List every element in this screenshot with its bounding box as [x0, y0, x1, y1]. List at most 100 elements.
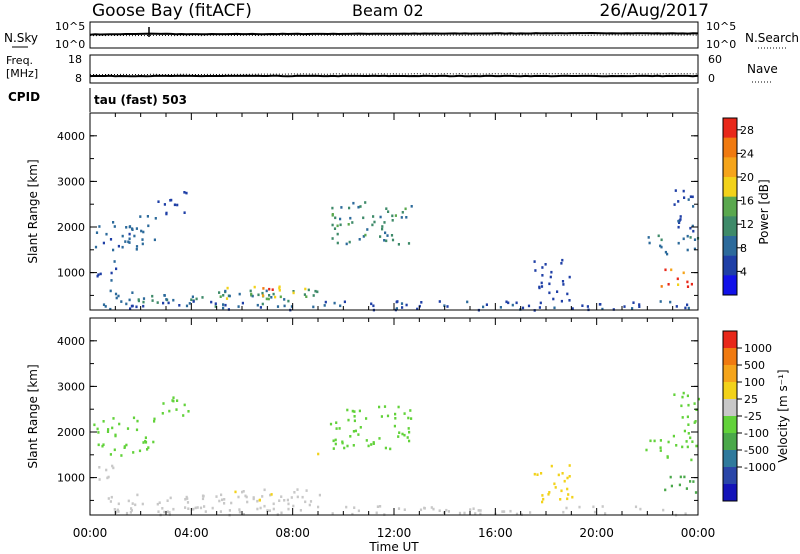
- scatter-cell: [218, 499, 221, 503]
- scatter-cell: [156, 301, 159, 304]
- scatter-cell: [346, 408, 349, 412]
- nave-right-tick-bottom: 0: [708, 72, 715, 85]
- scatter-cell: [659, 449, 662, 452]
- scatter-cell: [384, 231, 387, 235]
- scatter-cell: [211, 506, 214, 510]
- scatter-cell: [691, 224, 694, 228]
- scatter-cell: [292, 290, 295, 293]
- scatter-cell: [169, 199, 172, 202]
- scatter-cell: [157, 510, 160, 513]
- scatter-cell: [276, 305, 280, 308]
- scatter-cell: [466, 300, 469, 304]
- scatter-cell: [185, 304, 189, 308]
- scatter-cell: [237, 305, 240, 308]
- scatter-cell: [397, 507, 401, 510]
- scatter-cell: [539, 301, 542, 305]
- scatter-cell: [391, 219, 394, 222]
- scatter-cell: [447, 510, 450, 513]
- scatter-cell: [540, 285, 544, 288]
- scatter-cell: [387, 210, 390, 213]
- scatter-cell: [410, 205, 413, 208]
- scatter-cell: [373, 220, 376, 224]
- scatter-cell: [446, 305, 449, 308]
- scatter-cell: [132, 416, 136, 420]
- scatter-cell: [234, 490, 237, 494]
- scatter-cell: [438, 509, 441, 512]
- scatter-cell: [331, 206, 334, 210]
- scatter-cell: [257, 293, 260, 297]
- scatter-cell: [472, 507, 475, 510]
- scatter-cell: [541, 266, 544, 269]
- scatter-cell: [397, 243, 400, 246]
- scatter-cell: [262, 287, 265, 290]
- scatter-cell: [689, 195, 692, 198]
- scatter-cell: [115, 267, 118, 271]
- scatter-cell: [365, 417, 368, 420]
- scatter-cell: [163, 294, 166, 297]
- colorbar-tick-label: 12: [740, 218, 754, 231]
- scatter-cell: [659, 300, 662, 303]
- scatter-cell: [237, 495, 240, 499]
- scatter-cell: [666, 455, 669, 458]
- scatter-cell: [266, 509, 270, 513]
- scatter-cell: [139, 215, 142, 218]
- scatter-cell: [370, 443, 373, 446]
- scatter-cell: [265, 297, 268, 301]
- scatter-cell: [263, 488, 266, 492]
- scatter-cell: [482, 305, 485, 309]
- scatter-cell: [649, 439, 652, 443]
- colorbar-swatch: [723, 399, 737, 417]
- scatter-cell: [308, 503, 311, 507]
- scatter-cell: [286, 498, 289, 502]
- scatter-cell: [142, 230, 145, 234]
- scatter-cell: [561, 280, 565, 283]
- scatter-cell: [183, 403, 186, 407]
- scatter-cell: [406, 436, 409, 439]
- scatter-cell: [203, 505, 206, 508]
- scatter-cell: [334, 216, 337, 220]
- scatter-cell: [553, 306, 556, 310]
- scatter-cell: [301, 495, 304, 499]
- scatter-cell: [141, 502, 144, 506]
- scatter-cell: [296, 495, 299, 499]
- scatter-cell: [110, 279, 113, 282]
- scatter-cell: [693, 238, 697, 241]
- scatter-cell: [110, 271, 113, 275]
- scatter-cell: [121, 245, 124, 249]
- scatter-cell: [686, 285, 690, 288]
- scatter-cell: [693, 402, 696, 405]
- x-axis-label: Time UT: [368, 540, 419, 554]
- scatter-cell: [147, 446, 150, 449]
- y-tick-label: 1000: [57, 267, 85, 280]
- y-axis-label: Slant Range [km]: [26, 364, 40, 468]
- scatter-cell: [677, 225, 680, 229]
- scatter-cell: [501, 510, 504, 513]
- scatter-cell: [631, 307, 634, 310]
- y-tick-label: 4000: [57, 130, 85, 143]
- scatter-cell: [215, 495, 218, 498]
- colorbar-swatch: [723, 433, 737, 451]
- y-tick-label: 2000: [57, 221, 85, 234]
- scatter-cell: [185, 191, 188, 195]
- scatter-cell: [317, 452, 320, 456]
- scatter-cell: [97, 273, 100, 276]
- scatter-cell: [135, 428, 139, 432]
- scatter-cell: [379, 505, 382, 508]
- scatter-cell: [290, 305, 293, 308]
- scatter-cell: [581, 304, 584, 307]
- scatter-cell: [343, 446, 346, 450]
- colorbar-swatch: [723, 331, 737, 349]
- scatter-cell: [683, 475, 686, 479]
- scatter-cell: [660, 238, 663, 242]
- scatter-cell: [479, 512, 482, 516]
- scatter-cell: [662, 508, 665, 512]
- scatter-cell: [682, 271, 685, 275]
- beam-title: Beam 02: [352, 1, 424, 20]
- scatter-cell: [175, 408, 178, 411]
- scatter-cell: [136, 493, 139, 497]
- scatter-cell: [185, 495, 188, 499]
- scatter-cell: [677, 241, 680, 245]
- colorbar-swatch: [723, 467, 737, 485]
- scatter-cell: [167, 301, 170, 305]
- scatter-cell: [400, 302, 404, 305]
